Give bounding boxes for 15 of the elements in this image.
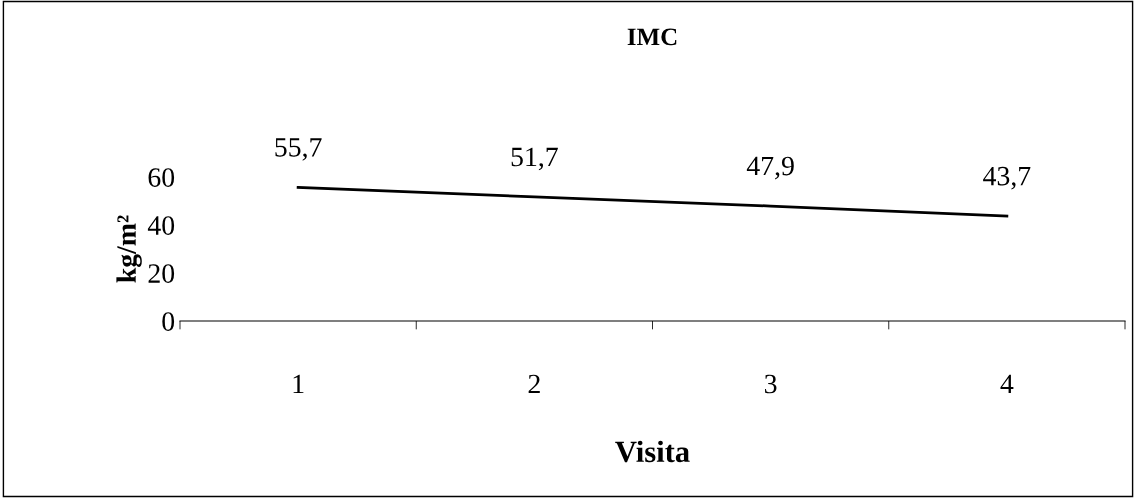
- y-tick-label: 0: [162, 312, 175, 331]
- x-tick-label: 2: [528, 374, 540, 394]
- y-tick-label: 20: [148, 264, 175, 283]
- y-tick-label: 40: [147, 216, 175, 235]
- x-axis-title: Visita: [615, 440, 690, 463]
- data-label: 43,7: [983, 166, 1031, 190]
- x-tick-label: 4: [1000, 374, 1014, 394]
- data-label: 51,7: [511, 147, 558, 171]
- data-label: 55,7: [275, 138, 322, 161]
- chart-title: IMC: [627, 28, 677, 46]
- x-tick-label: 1: [293, 374, 304, 394]
- x-tick-label: 3: [765, 374, 777, 394]
- y-axis-title: kg/m²: [116, 215, 142, 283]
- y-tick-label: 60: [148, 168, 175, 187]
- data-label: 47,9: [746, 156, 794, 180]
